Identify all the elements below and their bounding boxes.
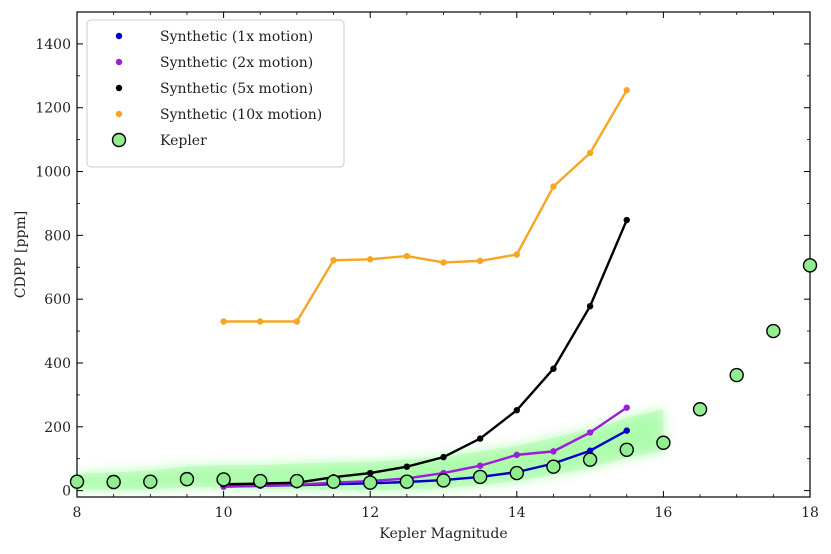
kepler-point <box>363 475 378 490</box>
kepler-point <box>253 473 268 489</box>
data-point <box>513 251 520 258</box>
data-point <box>403 252 411 260</box>
data-point <box>330 257 337 264</box>
y-tick-label: 1200 <box>35 101 71 117</box>
legend: Synthetic (1x motion) Synthetic (2x motio… <box>86 19 345 168</box>
data-point <box>550 448 557 455</box>
y-axis-label: CDPP [ppm] <box>13 211 29 298</box>
data-point <box>513 407 520 414</box>
y-tick-label: 800 <box>44 228 71 244</box>
kepler-point <box>582 452 598 467</box>
legend-marker-kepler <box>111 132 127 148</box>
y-tick-label: 200 <box>44 420 71 436</box>
data-point <box>476 257 484 265</box>
data-point <box>550 183 557 190</box>
kepler-point <box>69 474 85 489</box>
x-tick-label: 18 <box>801 505 819 521</box>
kepler-point <box>509 465 524 481</box>
legend-entry: Synthetic (2x motion) <box>160 55 313 71</box>
data-point <box>367 469 374 477</box>
legend-marker <box>115 58 123 66</box>
data-point <box>623 404 630 411</box>
series-line <box>223 89 628 323</box>
data-point <box>586 149 594 157</box>
data-point <box>293 318 301 325</box>
data-point <box>623 216 630 224</box>
series-kepler <box>69 258 818 490</box>
series-synthetic-10x-motion <box>220 86 630 325</box>
series-layer <box>69 86 818 490</box>
x-axis-label: Kepler Magnitude <box>379 526 507 542</box>
y-tick-label: 600 <box>44 292 71 308</box>
data-point <box>586 447 594 454</box>
kepler-point <box>436 473 451 488</box>
y-tick-label: 400 <box>44 356 71 372</box>
x-tick-label: 16 <box>654 505 672 521</box>
y-tick-label: 1400 <box>35 37 71 53</box>
data-point <box>257 318 264 325</box>
legend-entry: Kepler <box>160 133 207 149</box>
x-tick-label: 12 <box>361 505 379 521</box>
y-tick-label: 0 <box>62 484 71 500</box>
data-point <box>367 256 374 263</box>
kepler-point <box>692 402 708 417</box>
axes: 8 10 12 14 16 18 0 200 400 600 800 1000 1200 1400 Kepl… <box>13 11 819 542</box>
data-point <box>623 86 630 94</box>
kepler-point <box>619 442 634 457</box>
x-tick-label: 10 <box>215 505 233 521</box>
kepler-point <box>766 323 781 339</box>
data-point <box>476 435 484 442</box>
kepler-point <box>729 367 744 383</box>
data-point <box>623 427 630 434</box>
kepler-point <box>399 474 415 489</box>
kepler-point <box>546 459 561 474</box>
kepler-point <box>289 473 305 489</box>
legend-marker <box>115 84 123 92</box>
data-point <box>550 365 557 372</box>
data-point <box>220 318 227 325</box>
kepler-point <box>326 474 341 489</box>
x-tick-label: 14 <box>508 505 526 521</box>
kepler-point <box>179 471 195 487</box>
data-point <box>440 453 447 461</box>
x-tick-label: 8 <box>73 505 82 521</box>
data-point <box>476 462 484 469</box>
series-line <box>223 406 628 488</box>
kepler-point <box>143 474 158 489</box>
data-point <box>440 259 447 266</box>
y-tick-label: 1000 <box>35 165 71 181</box>
kepler-point <box>216 472 231 487</box>
legend-entry: Synthetic (10x motion) <box>160 107 322 123</box>
kepler-point <box>106 474 121 490</box>
legend-entry: Synthetic (5x motion) <box>160 81 313 97</box>
kepler-point <box>802 258 818 273</box>
legend-marker <box>115 32 123 40</box>
data-point <box>586 429 594 436</box>
legend-entry: Synthetic (1x motion) <box>160 29 313 45</box>
legend-marker <box>115 110 123 118</box>
data-point <box>403 463 411 470</box>
kepler-point <box>472 469 488 485</box>
data-point <box>586 302 594 310</box>
legend-box <box>86 19 345 168</box>
data-point <box>513 451 520 459</box>
kepler-point <box>656 435 671 450</box>
